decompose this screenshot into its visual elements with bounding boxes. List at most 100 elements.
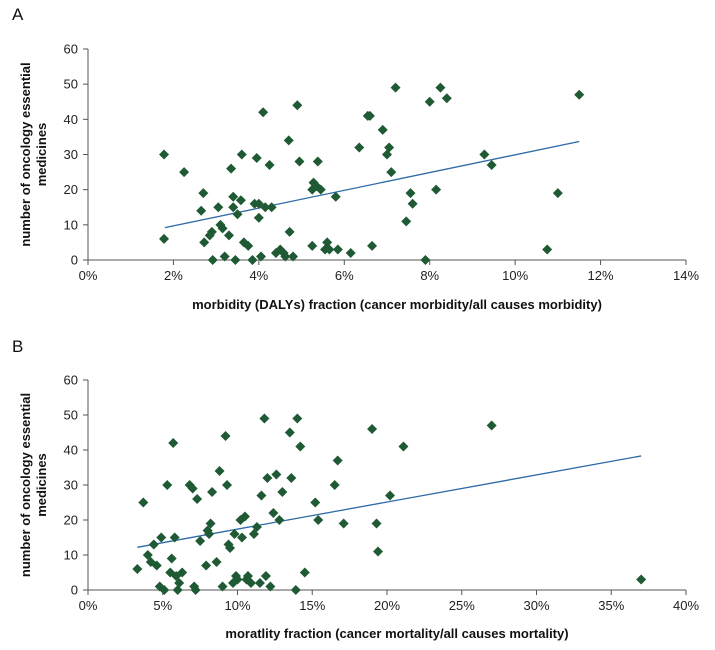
data-point [138,497,149,508]
y-tick-label: 10 [64,548,78,563]
data-point [288,251,299,262]
data-point [384,490,395,501]
data-point [156,532,167,543]
y-axis-label: number of oncology essentialmedicines [18,62,49,246]
data-point [278,247,289,258]
data-point [177,567,188,578]
y-axis-label: number of oncology essentialmedicines [18,393,49,577]
data-point [232,209,243,220]
x-tick-label: 20% [374,598,400,613]
data-point [220,431,231,441]
x-axis-label: morbidity (DALYs) fraction (cancer morbi… [192,297,602,312]
data-point [151,560,162,571]
data-point [390,82,401,93]
data-point [205,518,216,529]
data-point [251,153,262,164]
y-tick-label: 60 [64,373,78,388]
data-point [354,142,365,153]
data-point [264,160,275,171]
data-point [266,202,277,213]
data-point [405,188,416,199]
y-tick-label: 50 [64,77,78,92]
data-point [255,251,266,262]
data-point [299,567,310,578]
data-point [441,93,452,104]
data-point [235,195,246,206]
x-tick-label: 15% [299,598,325,613]
data-point [190,585,201,595]
x-tick-label: 30% [523,598,549,613]
y-tick-label: 40 [64,443,78,458]
data-point [174,578,185,588]
x-tick-label: 35% [598,598,624,613]
data-point [332,455,343,466]
data-point [228,191,239,202]
y-tick-label: 0 [71,583,78,598]
data-point [179,167,190,178]
data-point [159,233,170,244]
data-point [479,149,490,160]
data-point [384,142,395,153]
data-point [211,557,222,567]
x-tick-label: 5% [153,598,172,613]
y-tick-label: 30 [64,478,78,493]
data-point [284,226,295,237]
x-tick-label: 40% [673,598,699,613]
panel-label-a: A [12,5,24,24]
data-point [265,581,276,592]
data-point [486,160,497,171]
y-tick-label: 60 [64,42,78,57]
data-point [284,427,295,438]
data-point [230,255,241,265]
data-point [552,188,563,199]
data-point [283,135,294,146]
data-point [367,240,378,251]
data-point [636,574,647,585]
data-point [280,251,291,262]
data-point [315,184,326,195]
data-point [239,511,250,522]
data-point [294,156,305,167]
data-point [286,473,297,483]
x-tick-label: 0% [79,598,98,613]
data-point [251,522,262,532]
data-point [253,212,264,223]
data-point [307,240,318,251]
data-point [169,532,180,543]
data-point [198,188,209,199]
data-point [329,480,340,490]
data-point [542,244,553,255]
chart-b: 0 10 20 30 40 50 60 0% 5% 10% 15% 20% 25% 30% 35% 40% mo… [18,373,699,642]
data-point [367,424,378,434]
x-tick-label: 10% [502,268,528,283]
data-point [243,240,254,251]
data-point [486,420,497,431]
data-point [132,564,143,574]
data-point [228,202,239,213]
data-point [295,441,306,452]
data-point [247,255,258,265]
data-point [162,480,173,490]
data-point [187,483,198,494]
data-point [168,438,179,448]
x-tick-label: 4% [249,268,268,283]
data-point [226,163,237,174]
data-point [201,560,212,571]
y-tick-label: 20 [64,513,78,528]
data-point [292,100,303,111]
data-point [277,487,288,497]
data-point [424,96,435,107]
data-point [217,581,228,592]
chart-a: 0 10 20 30 40 50 60 0% 2% 4% 6% 8% 10% 12% 14% morbidit… [18,42,699,313]
data-point [435,82,446,93]
data-point [260,571,271,581]
data-point [407,198,418,209]
trendline [164,140,580,229]
data-point [213,202,224,213]
data-point [345,247,356,258]
data-point [259,413,270,424]
data-point [236,532,247,543]
x-tick-label: 25% [449,598,475,613]
data-point [310,497,321,508]
